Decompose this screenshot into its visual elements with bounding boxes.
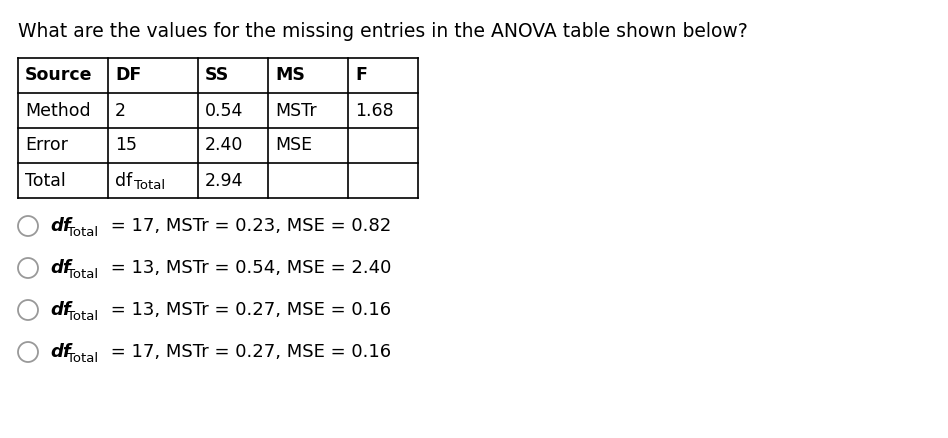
Text: = 17, MSTr = 0.23, MSE = 0.82: = 17, MSTr = 0.23, MSE = 0.82 bbox=[105, 217, 392, 235]
Text: df: df bbox=[50, 343, 71, 361]
Text: df: df bbox=[50, 301, 71, 319]
Text: 2.94: 2.94 bbox=[205, 172, 244, 190]
Text: SS: SS bbox=[205, 67, 229, 85]
Text: df: df bbox=[50, 217, 71, 235]
Text: What are the values for the missing entries in the ANOVA table shown below?: What are the values for the missing entr… bbox=[18, 22, 748, 41]
Text: 2: 2 bbox=[115, 102, 126, 120]
Text: F: F bbox=[355, 67, 367, 85]
Text: Method: Method bbox=[25, 102, 91, 120]
Text: MS: MS bbox=[275, 67, 305, 85]
Text: = 13, MSTr = 0.27, MSE = 0.16: = 13, MSTr = 0.27, MSE = 0.16 bbox=[105, 301, 392, 319]
Text: df: df bbox=[50, 259, 71, 277]
Text: Total: Total bbox=[134, 179, 165, 192]
Text: Total: Total bbox=[67, 268, 99, 280]
Text: 0.54: 0.54 bbox=[205, 102, 244, 120]
Text: Total: Total bbox=[67, 310, 99, 322]
Text: 15: 15 bbox=[115, 137, 137, 155]
Text: Source: Source bbox=[25, 67, 93, 85]
Text: Total: Total bbox=[25, 172, 65, 190]
Text: Error: Error bbox=[25, 137, 68, 155]
Text: Total: Total bbox=[67, 352, 99, 364]
Text: MSE: MSE bbox=[275, 137, 312, 155]
Text: DF: DF bbox=[115, 67, 141, 85]
Text: 1.68: 1.68 bbox=[355, 102, 393, 120]
Text: Total: Total bbox=[67, 226, 99, 239]
Text: df: df bbox=[115, 172, 133, 190]
Text: = 13, MSTr = 0.54, MSE = 2.40: = 13, MSTr = 0.54, MSE = 2.40 bbox=[105, 259, 392, 277]
Text: MSTr: MSTr bbox=[275, 102, 317, 120]
Text: = 17, MSTr = 0.27, MSE = 0.16: = 17, MSTr = 0.27, MSE = 0.16 bbox=[105, 343, 392, 361]
Text: 2.40: 2.40 bbox=[205, 137, 244, 155]
